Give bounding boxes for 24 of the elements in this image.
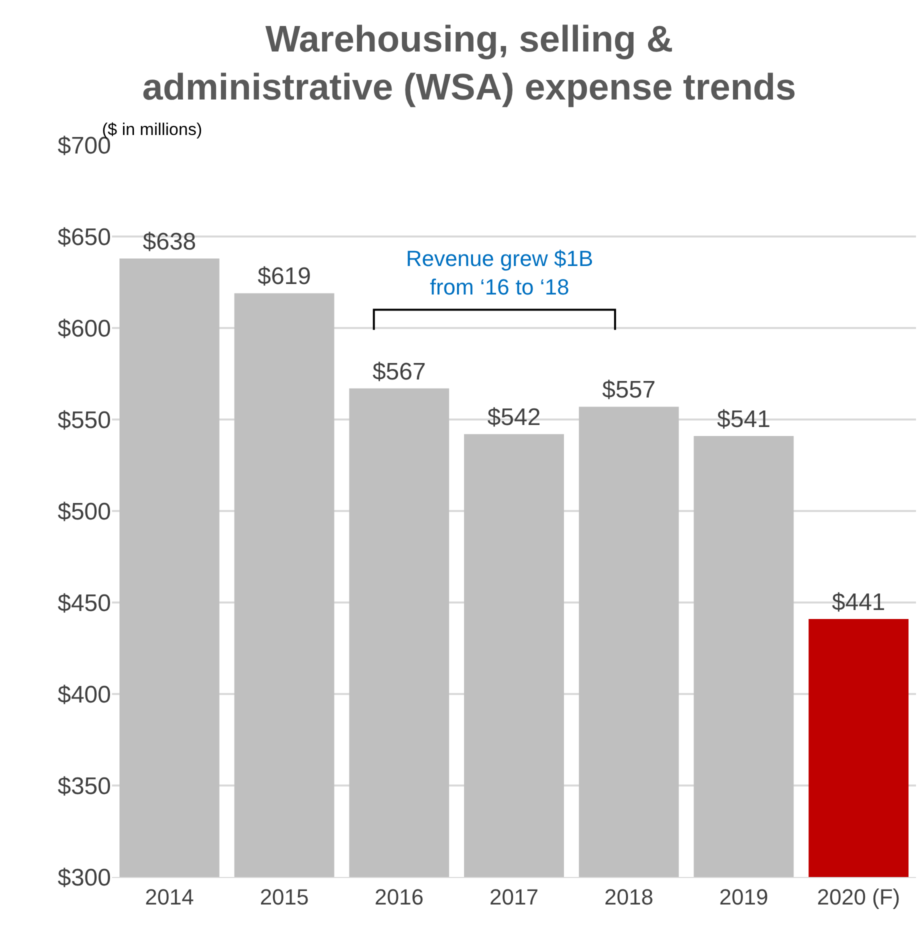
x-tick-label: 2019: [719, 884, 768, 910]
y-tick-label: $350: [58, 772, 111, 800]
y-tick-label: $300: [58, 864, 111, 892]
x-tick-label: 2015: [260, 884, 309, 910]
y-tick-label: $400: [58, 681, 111, 708]
data-label: $638: [142, 228, 196, 256]
y-tick-label: $650: [58, 224, 111, 251]
x-tick-label: 2020 (F): [816, 884, 900, 910]
x-tick-label: 2017: [490, 884, 538, 910]
data-label: $542: [487, 404, 541, 432]
x-tick-label: 2014: [144, 884, 194, 910]
y-tick-label: $450: [58, 590, 111, 617]
y-tick-label: $600: [58, 315, 111, 342]
data-label: $619: [258, 263, 311, 290]
data-label: $557: [602, 376, 656, 404]
x-tick-label: 2018: [604, 884, 654, 910]
data-label: $441: [832, 588, 886, 616]
data-label: $541: [717, 406, 770, 433]
y-tick-label: $500: [58, 498, 111, 526]
y-tick-label: $550: [58, 406, 111, 434]
annotation: Revenue grew $1B from ‘16 to ‘18: [406, 246, 594, 300]
data-label: $567: [372, 358, 426, 386]
chart-title: Warehousing, selling & administrative (WSA) expense trends: [142, 18, 796, 108]
x-tick-label: 2016: [374, 884, 424, 910]
